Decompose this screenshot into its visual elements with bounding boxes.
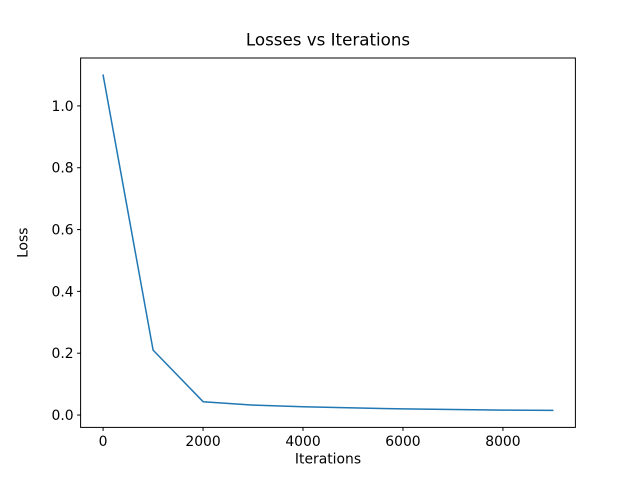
plot-area [80,57,576,428]
y-tick-label: 0.0 [52,408,74,424]
y-axis-label: Loss [16,227,32,257]
chart-title: Losses vs Iterations [246,30,410,50]
x-axis-label: Iterations [295,452,361,468]
x-tick-label: 6000 [385,434,420,450]
y-tick-label: 0.6 [52,222,74,238]
x-tick-label: 0 [99,434,108,450]
x-tick-label: 2000 [185,434,220,450]
x-tick-label: 4000 [285,434,320,450]
loss-line-series [102,74,554,412]
y-tick-label: 0.4 [52,284,74,300]
axis-ticks: 0 2000 4000 6000 8000 0.0 0.2 0.4 0.6 0.8 1.0 [52,99,521,450]
x-tick-label: 8000 [485,434,520,450]
y-tick-label: 0.2 [52,346,74,362]
y-tick-label: 0.8 [52,161,74,177]
y-tick-label: 1.0 [52,99,74,115]
